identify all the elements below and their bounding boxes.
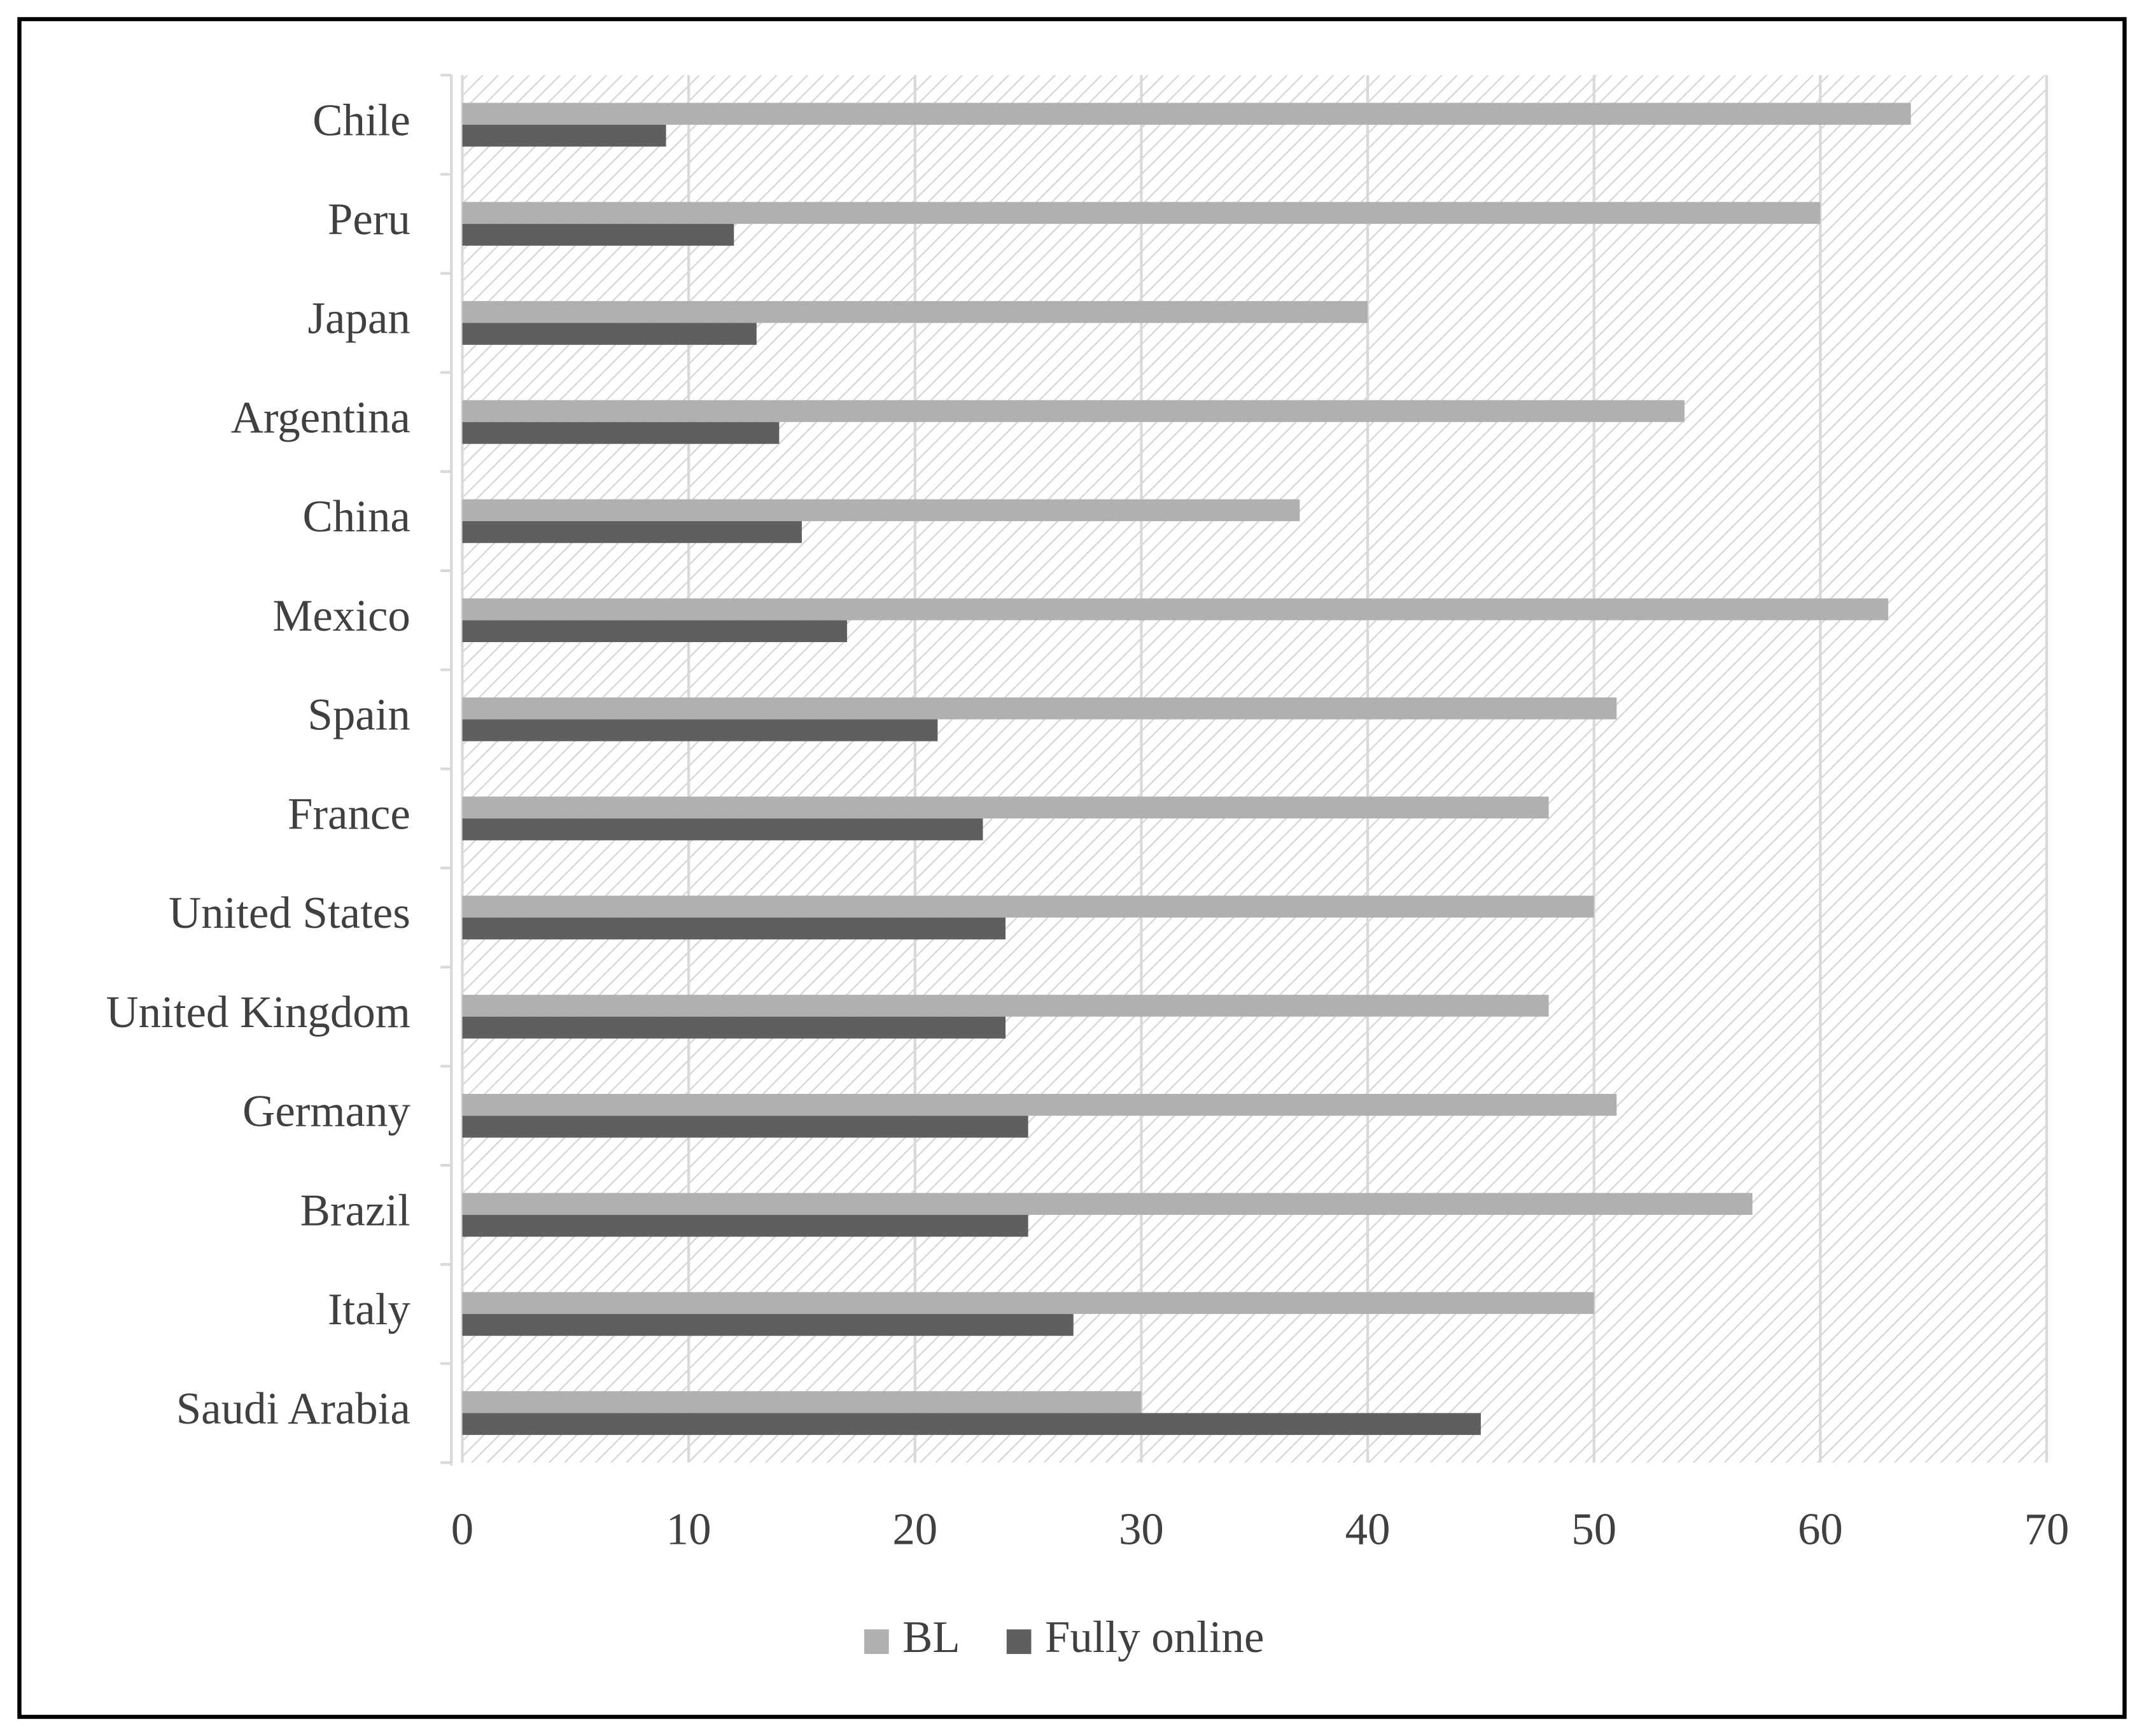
bar: [462, 796, 1549, 819]
x-tick-label: 30: [1119, 1504, 1164, 1554]
bar: [462, 895, 1594, 918]
y-tick-label: China: [303, 492, 410, 542]
bar: [462, 102, 1911, 125]
bar: [462, 598, 1889, 620]
y-tick-label: Germany: [242, 1087, 410, 1137]
y-tick-label: Peru: [328, 195, 410, 244]
y-tick-label: Japan: [307, 294, 410, 344]
legend-label: Fully online: [1045, 1613, 1265, 1662]
y-tick-label: Saudi Arabia: [176, 1384, 410, 1434]
y-tick-label: Argentina: [231, 393, 410, 442]
bar: [462, 1413, 1481, 1435]
bar: [462, 719, 938, 741]
bar: [462, 301, 1368, 323]
bar: [462, 697, 1617, 720]
bar: [462, 1215, 1028, 1237]
bar: [462, 499, 1300, 521]
legend-label: BL: [902, 1613, 960, 1662]
bar: [462, 223, 734, 246]
y-tick-label: Italy: [328, 1285, 410, 1334]
bar: [462, 1193, 1753, 1215]
x-tick-label: 50: [1571, 1504, 1616, 1554]
y-tick-label: Spain: [307, 690, 410, 740]
y-tick-label: France: [288, 789, 410, 839]
bar: [462, 1391, 1142, 1413]
x-tick-label: 10: [666, 1504, 711, 1554]
bar: [462, 125, 666, 147]
bar: [462, 521, 802, 543]
y-tick-label: United States: [169, 888, 410, 938]
x-tick-label: 20: [892, 1504, 937, 1554]
bar: [462, 1093, 1617, 1116]
x-tick-label: 0: [451, 1504, 473, 1554]
bar: [462, 202, 1821, 224]
y-tick-label: United Kingdom: [106, 988, 410, 1037]
x-tick-label: 40: [1345, 1504, 1391, 1554]
bar: [462, 917, 1006, 940]
plot-background: [462, 75, 2047, 1463]
x-tick-label: 70: [2024, 1504, 2070, 1554]
legend-swatch: [864, 1629, 889, 1655]
y-tick-label: Mexico: [272, 591, 410, 641]
y-tick-label: Chile: [312, 95, 410, 145]
bar: [462, 323, 757, 345]
y-tick-label: Brazil: [300, 1186, 410, 1235]
legend-swatch: [1006, 1629, 1032, 1655]
bar: [462, 995, 1549, 1017]
bar: [462, 1313, 1074, 1336]
bar: [462, 400, 1685, 423]
bar: [462, 1292, 1594, 1314]
x-tick-label: 60: [1798, 1504, 1843, 1554]
bar: [462, 818, 983, 841]
bar: [462, 422, 780, 444]
bar: [462, 1016, 1006, 1039]
bar: [462, 1116, 1028, 1138]
bar: [462, 620, 848, 643]
